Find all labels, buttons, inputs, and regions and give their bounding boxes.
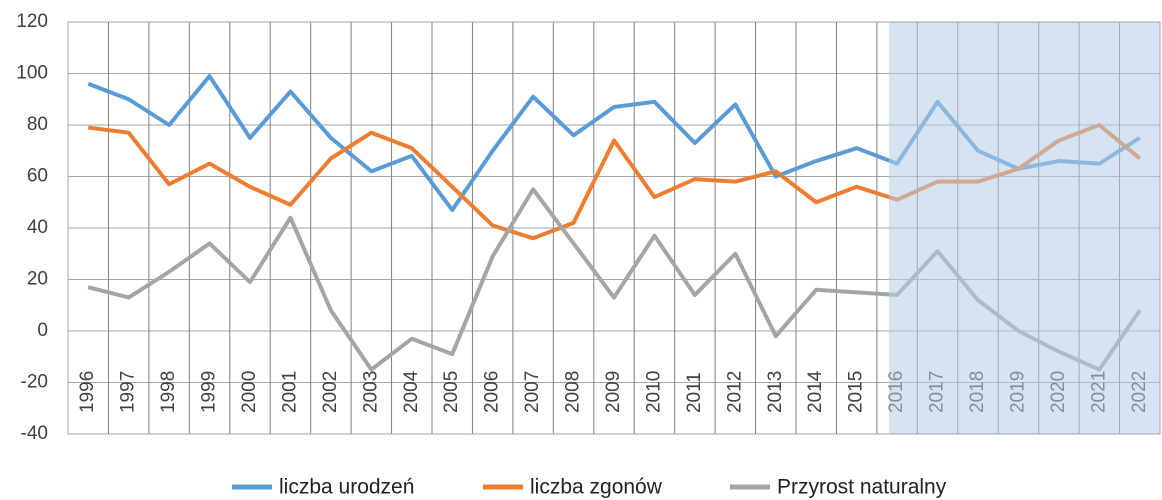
x-tick-label: 2002 bbox=[320, 371, 341, 413]
y-tick-label: -40 bbox=[21, 423, 48, 444]
y-tick-label: 0 bbox=[37, 320, 48, 341]
y-tick-label: 100 bbox=[16, 63, 48, 84]
x-tick-label: 2004 bbox=[401, 370, 422, 413]
x-tick-label: 2013 bbox=[765, 371, 786, 413]
y-tick-label: -20 bbox=[21, 372, 48, 393]
y-tick-label: 60 bbox=[27, 166, 48, 187]
y-tick-label: 20 bbox=[27, 269, 48, 290]
x-tick-label: 2001 bbox=[279, 371, 300, 413]
x-tick-label: 1998 bbox=[158, 371, 179, 413]
legend-label: liczba urodzeń bbox=[279, 476, 414, 499]
x-tick-label: 2009 bbox=[603, 371, 624, 413]
x-tick-label: 1997 bbox=[118, 371, 139, 413]
y-tick-label: 40 bbox=[27, 217, 48, 238]
x-tick-label: 2005 bbox=[441, 371, 462, 413]
legend-label: Przyrost naturalny bbox=[777, 476, 947, 499]
x-tick-label: 2015 bbox=[846, 371, 867, 413]
x-tick-label: 2006 bbox=[482, 371, 503, 413]
y-tick-label: 120 bbox=[16, 11, 48, 32]
x-tick-label: 2014 bbox=[805, 370, 826, 413]
highlight-region bbox=[888, 22, 1160, 434]
x-tick-label: 2012 bbox=[724, 371, 745, 413]
x-tick-label: 2010 bbox=[643, 371, 664, 413]
x-tick-label: 1996 bbox=[77, 371, 98, 413]
x-tick-label: 2000 bbox=[239, 371, 260, 413]
y-tick-label: 80 bbox=[27, 114, 48, 135]
plot-border bbox=[67, 21, 1161, 435]
x-tick-label: 2003 bbox=[360, 371, 381, 413]
x-tick-label: 2008 bbox=[563, 371, 584, 413]
legend-label: liczba zgonów bbox=[530, 476, 663, 499]
x-tick-label: 2007 bbox=[522, 371, 543, 413]
x-tick-label: 2011 bbox=[684, 372, 705, 413]
x-tick-label: 1999 bbox=[199, 371, 220, 413]
